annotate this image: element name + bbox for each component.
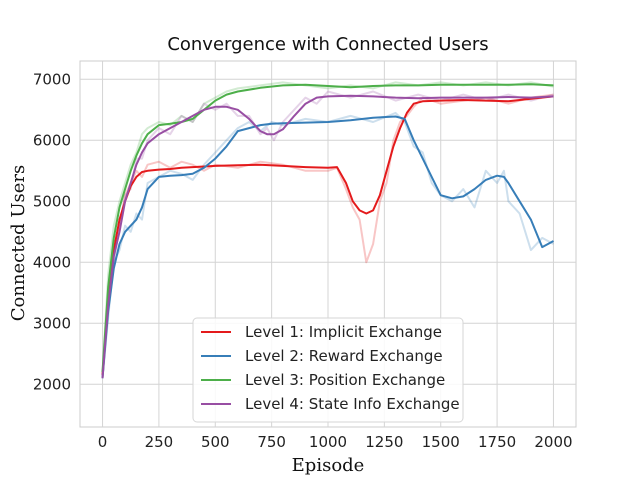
x-tick-label: 1250 <box>365 433 403 451</box>
x-tick-label: 1000 <box>309 433 347 451</box>
x-tick-label: 0 <box>98 433 108 451</box>
x-tick-label: 750 <box>257 433 286 451</box>
y-tick-label: 2000 <box>33 375 71 393</box>
series-line-level-4 <box>101 94 554 379</box>
series-line-level-2 <box>101 115 554 379</box>
y-tick-label: 4000 <box>33 253 71 271</box>
legend-label-level-2: Level 2: Reward Exchange <box>245 347 443 365</box>
raw-series-line-level-1 <box>101 93 554 376</box>
chart-title: Convergence with Connected Users <box>167 34 488 55</box>
raw-series-layer <box>101 81 554 379</box>
series-line-level-3 <box>101 83 554 373</box>
y-tick-label: 3000 <box>33 314 71 332</box>
series-line-level-1 <box>101 95 554 376</box>
x-tick-label: 1500 <box>422 433 460 451</box>
x-tick-label: 250 <box>145 433 174 451</box>
legend: Level 1: Implicit Exchange Level 2: Rewa… <box>192 317 464 423</box>
y-tick-label: 6000 <box>33 131 71 149</box>
legend-label-level-3: Level 3: Position Exchange <box>245 371 445 389</box>
x-axis-label: Episode <box>292 455 365 476</box>
x-tick-label: 500 <box>201 433 230 451</box>
x-axis-ticks: 0 250 500 750 1000 1250 1500 1750 2000 <box>98 433 573 451</box>
smoothed-series-layer <box>101 83 554 379</box>
x-tick-label: 1750 <box>478 433 516 451</box>
x-tick-label: 2000 <box>534 433 572 451</box>
y-axis-label: Connected Users <box>8 165 29 322</box>
y-axis-ticks: 2000 3000 4000 5000 6000 7000 <box>33 70 71 393</box>
y-tick-label: 5000 <box>33 192 71 210</box>
y-tick-label: 7000 <box>33 70 71 88</box>
legend-label-level-4: Level 4: State Info Exchange <box>245 395 460 413</box>
legend-box <box>192 317 464 423</box>
raw-series-line-level-3 <box>101 81 554 373</box>
legend-label-level-1: Level 1: Implicit Exchange <box>245 323 442 341</box>
